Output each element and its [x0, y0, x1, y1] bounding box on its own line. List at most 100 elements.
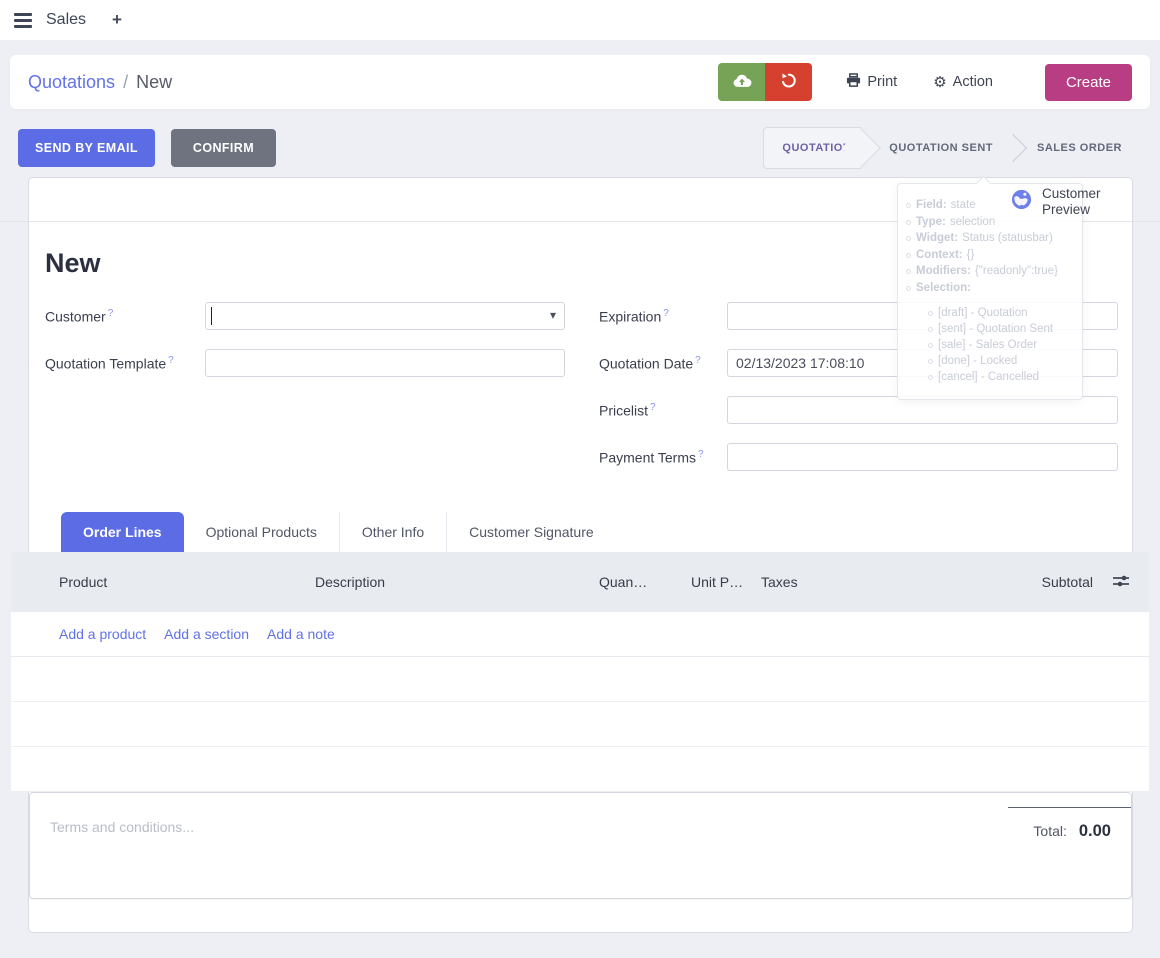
- statusbar: QUOTATION QUOTATION SENT SALES ORDER: [763, 127, 1136, 169]
- add-section-link[interactable]: Add a section: [164, 626, 250, 642]
- tab-order-lines[interactable]: Order Lines: [61, 512, 184, 552]
- total-box: Total: 0.00: [1008, 807, 1131, 841]
- pricelist-input[interactable]: [727, 396, 1118, 424]
- table-row: [11, 747, 1149, 792]
- menu-icon[interactable]: [14, 12, 32, 28]
- tab-optional-products[interactable]: Optional Products: [184, 512, 340, 552]
- customer-input[interactable]: [205, 302, 565, 330]
- globe-icon: [1010, 188, 1033, 216]
- tooltip-selection-item: [cancel] - Cancelled: [904, 369, 1074, 385]
- create-button[interactable]: Create: [1044, 63, 1132, 101]
- tooltip-selection-item: [sent] - Quotation Sent: [904, 321, 1074, 337]
- total-value: 0.00: [1078, 822, 1111, 840]
- tooltip-selection-item: [draft] - Quotation: [904, 305, 1074, 321]
- discard-button[interactable]: [765, 63, 813, 101]
- payment-terms-label: Payment Terms?: [599, 448, 704, 466]
- column-header-unit-price[interactable]: Unit P…: [691, 574, 744, 590]
- payment-terms-input[interactable]: [727, 443, 1118, 471]
- text-cursor: [211, 307, 212, 325]
- order-lines-table: Product Description Quan… Unit P… Taxes …: [11, 552, 1149, 792]
- breadcrumb-separator: /: [123, 71, 129, 92]
- bullet-icon: [906, 236, 911, 241]
- statusbar-step-sales-order[interactable]: SALES ORDER: [1037, 142, 1122, 154]
- help-icon: ?: [168, 354, 174, 366]
- confirm-button[interactable]: CONFIRM: [170, 129, 277, 167]
- status-row: SEND BY EMAIL CONFIRM QUOTATION QUOTATIO…: [18, 127, 1136, 169]
- add-product-link[interactable]: Add a product: [59, 626, 147, 642]
- app-title[interactable]: Sales: [46, 11, 87, 28]
- tooltip-row: Field: state: [904, 197, 1074, 214]
- customer-preview-button[interactable]: Customer Preview: [1010, 186, 1118, 218]
- pricelist-label: Pricelist?: [599, 401, 656, 419]
- bullet-icon: [906, 269, 911, 274]
- statusbar-step-quotation[interactable]: QUOTATION: [763, 127, 862, 169]
- bullet-icon: [928, 343, 933, 348]
- column-header-subtotal[interactable]: Subtotal: [1041, 574, 1093, 590]
- breadcrumb-current: New: [136, 71, 173, 92]
- column-header-quantity[interactable]: Quan…: [599, 574, 648, 590]
- table-row: [11, 702, 1149, 747]
- print-label: Print: [867, 74, 898, 90]
- tooltip-row: Widget: Status (statusbar): [904, 230, 1074, 247]
- quotation-template-label: Quotation Template?: [45, 354, 174, 372]
- pricelist-field-row: Pricelist?: [599, 396, 1118, 424]
- bullet-icon: [928, 359, 933, 364]
- page-title: New: [45, 248, 101, 278]
- column-header-description[interactable]: Description: [315, 574, 386, 590]
- statusbar-step-quotation-sent[interactable]: QUOTATION SENT: [889, 142, 994, 154]
- table-row: [11, 657, 1149, 702]
- bullet-icon: [906, 285, 911, 291]
- bullet-icon: [906, 252, 911, 258]
- printer-icon: [846, 72, 861, 92]
- customer-preview-label: Customer Preview: [1042, 186, 1101, 218]
- gear-icon: ⚙: [933, 74, 947, 91]
- help-icon: ?: [663, 307, 669, 319]
- bullet-icon: [928, 311, 933, 316]
- help-icon: ?: [698, 448, 704, 460]
- tooltip-selection-list: [draft] - Quotation [sent] - Quotation S…: [904, 305, 1074, 385]
- quotation-template-input[interactable]: [205, 349, 565, 377]
- action-button[interactable]: ⚙ Action: [933, 73, 993, 91]
- plus-icon[interactable]: +: [112, 10, 122, 29]
- expiration-label: Expiration?: [599, 307, 669, 325]
- table-header: Product Description Quan… Unit P… Taxes …: [11, 552, 1149, 612]
- breadcrumb-quotations-link[interactable]: Quotations: [28, 71, 116, 92]
- tooltip-selection-item: [done] - Locked: [904, 353, 1074, 369]
- total-label: Total:: [1033, 823, 1067, 839]
- action-label: Action: [952, 74, 993, 90]
- notebook-tabs: Order Lines Optional Products Other Info…: [61, 512, 1100, 552]
- column-header-product[interactable]: Product: [59, 574, 108, 590]
- footer-card: Total: 0.00: [29, 792, 1132, 899]
- send-by-email-button[interactable]: SEND BY EMAIL: [18, 129, 155, 167]
- help-icon: ?: [650, 401, 656, 413]
- tooltip-row: Selection:: [904, 280, 1074, 297]
- bullet-icon: [928, 375, 933, 380]
- help-icon: ?: [695, 354, 701, 366]
- bullet-icon: [906, 203, 911, 208]
- control-panel: Quotations / New Print: [10, 55, 1150, 109]
- cloud-upload-icon: [731, 72, 753, 93]
- optional-columns-button[interactable]: [1093, 574, 1149, 591]
- sheet-header: Customer Preview: [29, 178, 1132, 222]
- payment-terms-field-row: Payment Terms?: [599, 443, 1118, 471]
- chevron-down-icon[interactable]: ▾: [549, 308, 556, 322]
- tab-other-info[interactable]: Other Info: [340, 512, 448, 552]
- print-button[interactable]: Print: [846, 72, 898, 92]
- add-note-link[interactable]: Add a note: [267, 626, 335, 642]
- sheet-header-divider: [0, 221, 1160, 222]
- tooltip-row: Type: selection: [904, 214, 1074, 231]
- customer-field-row: Customer? ▾: [45, 302, 565, 330]
- top-navbar: Sales +: [0, 0, 1160, 40]
- bullet-icon: [906, 219, 911, 225]
- tab-customer-signature[interactable]: Customer Signature: [469, 524, 594, 540]
- field-debug-tooltip: Field: state Type: selection Widget: Status…: [897, 183, 1083, 400]
- save-cloud-button[interactable]: [718, 63, 766, 101]
- customer-label: Customer?: [45, 307, 114, 325]
- column-header-taxes[interactable]: Taxes: [761, 574, 798, 590]
- terms-and-conditions-input[interactable]: [50, 819, 650, 879]
- quotation-template-field-row: Quotation Template?: [45, 349, 565, 377]
- tooltip-row: Modifiers: {"readonly":true}: [904, 263, 1074, 280]
- bullet-icon: [928, 327, 933, 332]
- undo-icon: [779, 71, 798, 93]
- table-actions-row: Add a product Add a section Add a note: [11, 612, 1149, 657]
